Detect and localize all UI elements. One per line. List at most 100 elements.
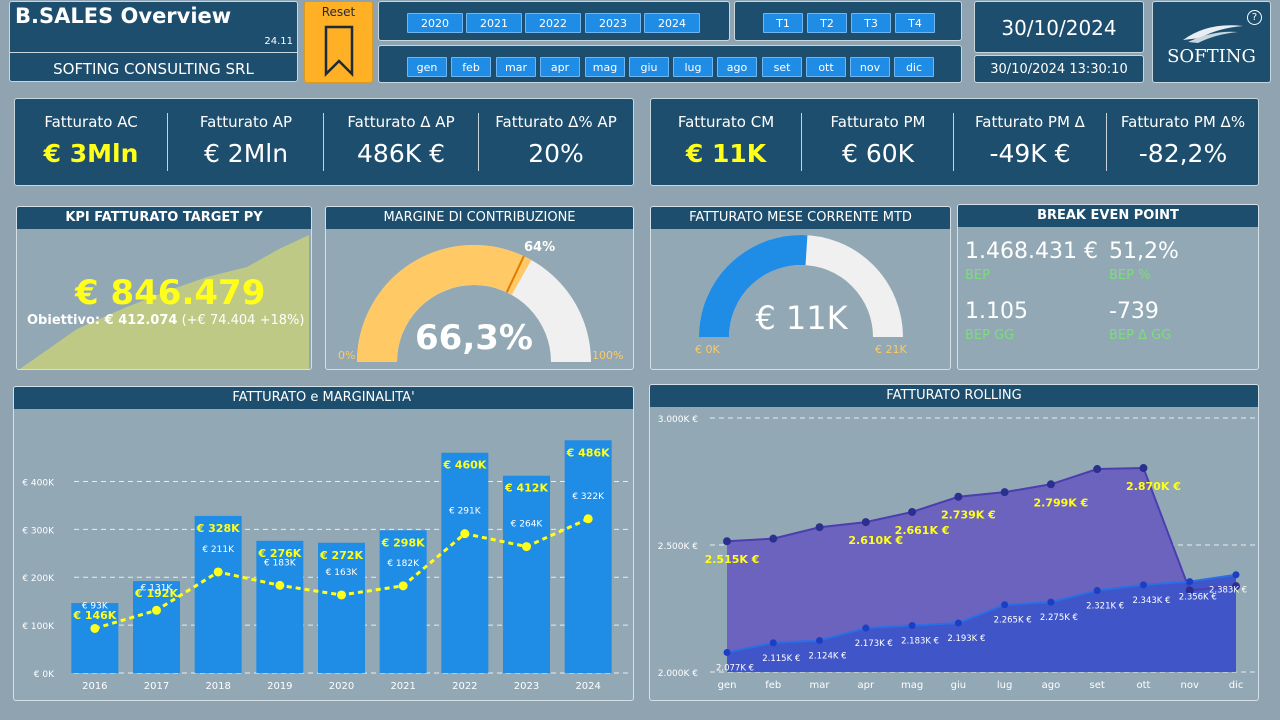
rolling-revenue-chart: 2.000K € 2.500K € 3.000K € 2.515K € 2.610K €…: [658, 415, 1255, 691]
x-tick-label: ott: [1136, 680, 1150, 691]
target-check-icon: ✓: [243, 281, 255, 297]
month-btn-ago[interactable]: ago: [717, 57, 757, 77]
margin-value-label: € 291K: [449, 507, 482, 517]
bar-value-label: € 272K: [319, 549, 363, 562]
rolling-current-point: [1232, 582, 1240, 591]
month-btn-dic[interactable]: dic: [894, 57, 934, 77]
x-tick-label: gen: [718, 680, 737, 691]
rolling-previous-point: [816, 637, 824, 645]
rolling-current-point: [1139, 464, 1148, 473]
kpi-label: Fatturato CM: [677, 113, 775, 131]
year-btn-2021[interactable]: 2021: [466, 13, 522, 33]
year-btn-2020[interactable]: 2020: [407, 13, 463, 33]
card-title: FATTURATO ROLLING: [650, 385, 1258, 407]
month-filter: gen feb mar apr mag giu lug ago set ott …: [378, 45, 962, 83]
rolling-current-point: [908, 507, 917, 516]
version-label: 24.11: [264, 36, 293, 47]
gauge-target-marker: [505, 255, 525, 293]
target-objective: Obiettivo: € 412.074 (+€ 74.404 +18%): [27, 313, 304, 328]
softing-logo-icon: [1183, 25, 1243, 43]
month-btn-lug[interactable]: lug: [673, 57, 713, 77]
bar-value-label: € 486K: [566, 446, 610, 459]
quarter-btn-t3[interactable]: T3: [851, 13, 891, 33]
rolling-current-label: 2.799K €: [1034, 496, 1089, 509]
bar: [256, 540, 304, 673]
bep-gg-label: BEP GG: [965, 328, 1015, 343]
margin-point: [583, 514, 593, 524]
margin-point: [460, 529, 470, 539]
help-icon[interactable]: ?: [1247, 10, 1262, 25]
objective-delta: (+€ 74.404 +18%): [181, 313, 305, 328]
rolling-previous-label: 2.077K €: [716, 663, 754, 673]
bar: [564, 440, 612, 673]
rolling-current-label: 2.610K €: [848, 534, 903, 547]
rolling-previous-point: [1186, 578, 1194, 586]
rolling-previous-point: [954, 619, 962, 627]
y-tick-label: 3.000K €: [658, 415, 699, 425]
gauge-fill: [699, 235, 808, 338]
margin-value-label: € 322K: [572, 492, 605, 502]
month-btn-mar[interactable]: mar: [496, 57, 536, 77]
year-btn-2024[interactable]: 2024: [644, 13, 700, 33]
kpi-label: Fatturato Δ% AP: [495, 113, 617, 131]
month-btn-giu[interactable]: giu: [629, 57, 669, 77]
month-btn-ott[interactable]: ott: [806, 57, 846, 77]
rolling-current-point: [815, 523, 824, 532]
margin-min-label: 0%: [338, 349, 356, 362]
rolling-current-point: [1046, 480, 1055, 489]
rolling-previous-point: [1232, 571, 1240, 579]
logo-text: SOFTING: [1167, 46, 1256, 67]
rolling-previous-point: [1093, 586, 1101, 594]
quarter-btn-t1[interactable]: T1: [763, 13, 803, 33]
bar: [318, 542, 365, 673]
rolling-previous-label: 2.173K €: [855, 639, 893, 649]
bep-card: BREAK EVEN POINT 1.468.431 € BEP 51,2% B…: [957, 204, 1259, 370]
x-tick-label: 2018: [205, 681, 230, 692]
month-btn-set[interactable]: set: [762, 57, 802, 77]
kpi-value: € 2Mln: [203, 139, 289, 168]
year-btn-2023[interactable]: 2023: [585, 13, 641, 33]
rolling-previous-label: 2.265K €: [994, 616, 1032, 626]
kpi-value: 20%: [528, 139, 584, 168]
kpi-separator: [801, 113, 802, 171]
x-tick-label: 2022: [452, 681, 477, 692]
month-btn-gen[interactable]: gen: [407, 57, 447, 77]
rolling-previous-point: [1047, 598, 1055, 606]
month-btn-mag[interactable]: mag: [585, 57, 625, 77]
revenue-margin-chart-card: FATTURATO e MARGINALITA' € 0K € 100K € 200…: [13, 386, 634, 701]
mtd-card: FATTURATO MESE CORRENTE MTD € 11K € 0K €…: [650, 206, 951, 370]
kpi-fatturato-ac: Fatturato AC € 3Mln: [15, 99, 167, 168]
x-tick-label: mar: [810, 680, 831, 691]
rolling-current-point: [769, 534, 778, 543]
year-btn-2022[interactable]: 2022: [525, 13, 581, 33]
margin-value: 66,3%: [415, 318, 533, 358]
rolling-previous-point: [1001, 601, 1009, 609]
x-tick-label: nov: [1181, 680, 1199, 691]
reset-button[interactable]: Reset: [304, 1, 373, 83]
month-btn-nov[interactable]: nov: [850, 57, 890, 77]
quarter-btn-t4[interactable]: T4: [895, 13, 935, 33]
kpi-fatturato-cm: Fatturato CM € 11K: [651, 99, 801, 168]
x-tick-label: 2024: [575, 681, 600, 692]
x-tick-label: mag: [901, 680, 923, 691]
kpi-value: 486K €: [357, 139, 445, 168]
y-tick-label: € 300K: [22, 526, 55, 536]
rolling-revenue-chart-card: FATTURATO ROLLING 2.000K € 2.500K € 3.000K…: [649, 384, 1259, 701]
kpi-label: Fatturato PM Δ: [975, 113, 1085, 131]
bar: [441, 452, 489, 673]
title-panel: B.SALES Overview 24.11 SOFTING CONSULTIN…: [9, 1, 298, 82]
kpi-value: € 3Mln: [43, 139, 139, 168]
rolling-previous-line: [726, 573, 1237, 654]
quarter-btn-t2[interactable]: T2: [807, 13, 847, 33]
margin-gauge: [357, 245, 591, 363]
y-tick-label: 2.500K €: [658, 542, 699, 552]
logo-panel: SOFTING ?: [1152, 1, 1271, 83]
bar-value-label: € 192K: [134, 587, 178, 600]
x-tick-label: 2020: [329, 681, 354, 692]
kpi-separator: [1106, 113, 1107, 171]
month-btn-feb[interactable]: feb: [451, 57, 491, 77]
month-btn-apr[interactable]: apr: [540, 57, 580, 77]
quarter-filter: T1 T2 T3 T4: [734, 1, 962, 41]
x-tick-label: dic: [1229, 680, 1244, 691]
rolling-current-label: 2.870K €: [1126, 480, 1181, 493]
